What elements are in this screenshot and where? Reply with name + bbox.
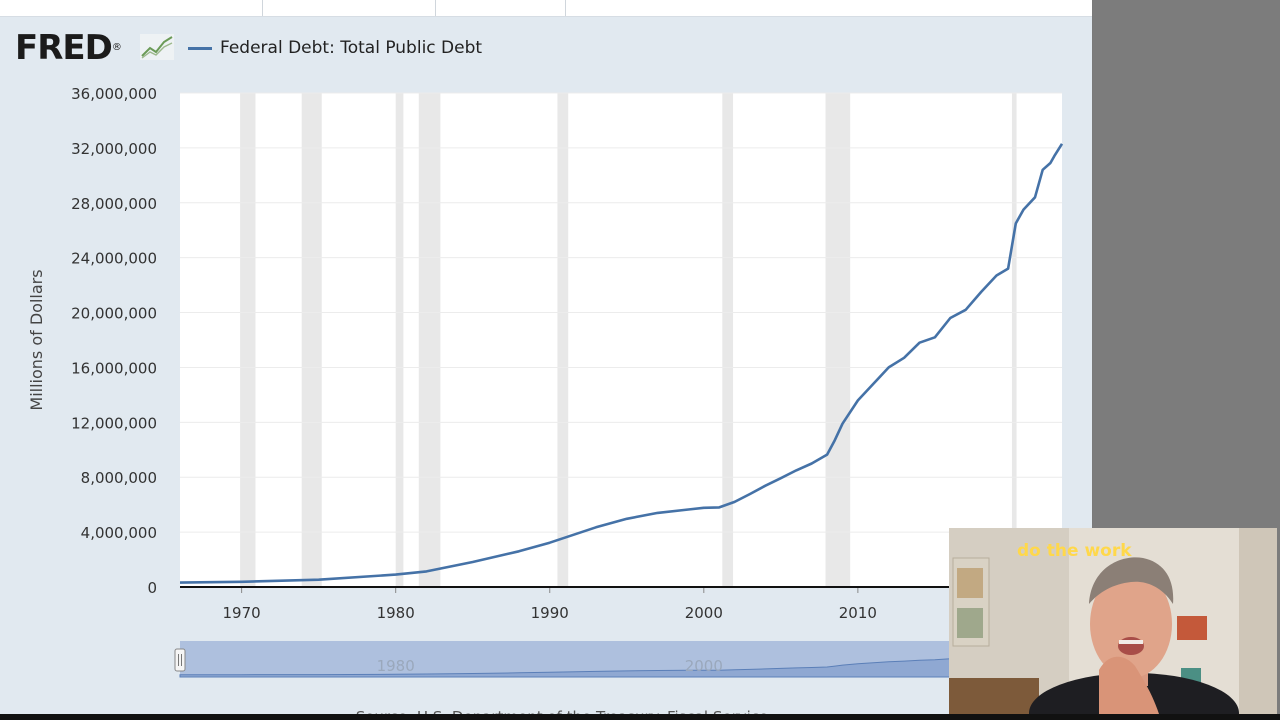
y-axis-title: Millions of Dollars — [27, 269, 46, 410]
y-tick-label: 0 — [147, 579, 157, 597]
series-line — [179, 143, 1064, 584]
recession-band — [557, 93, 569, 587]
x-tick-label: 1970 — [223, 604, 261, 622]
x-tick-label: 2000 — [685, 604, 723, 622]
y-tick-label: 4,000,000 — [81, 524, 157, 542]
y-tick-label: 28,000,000 — [71, 195, 157, 213]
recession-band — [240, 93, 256, 587]
toolbar-separator — [435, 0, 436, 16]
y-tick-label: 32,000,000 — [71, 140, 157, 158]
neon-sign-text: do the work — [1017, 541, 1132, 561]
x-tick-label: 1980 — [377, 604, 415, 622]
x-tick-label: 1990 — [531, 604, 569, 622]
y-tick-label: 20,000,000 — [71, 305, 157, 323]
y-tick-label: 12,000,000 — [71, 414, 157, 432]
chart-panel: FRED® Federal Debt: Total Public Debt 0 4… — [0, 0, 1092, 714]
recession-band — [395, 93, 404, 587]
recession-band — [418, 93, 441, 587]
recession-band — [301, 93, 322, 587]
legend-label: Federal Debt: Total Public Debt — [220, 38, 483, 58]
recession-band — [825, 93, 851, 587]
legend-swatch — [188, 46, 212, 50]
recession-band — [722, 93, 734, 587]
x-tick-label: 2010 — [839, 604, 877, 622]
toolbar-separator — [262, 0, 263, 16]
top-toolbar-strip — [0, 0, 1092, 17]
source-caption: Source: U.S. Department of the Treasury.… — [356, 708, 769, 714]
toolbar-separator — [565, 0, 566, 16]
y-tick-label: 36,000,000 — [71, 85, 157, 103]
webcam-video: do the work — [949, 528, 1277, 714]
y-tick-label: 16,000,000 — [71, 359, 157, 377]
plot-area — [180, 93, 1062, 587]
y-tick-label: 24,000,000 — [71, 250, 157, 268]
chart-svg: 0 4,000,000 8,000,000 12,000,000 16,000,000 2… — [27, 85, 1064, 714]
webcam-scene: do the work — [949, 528, 1277, 714]
chart-legend[interactable]: Federal Debt: Total Public Debt — [188, 36, 482, 60]
range-selector-left-handle[interactable] — [174, 648, 186, 672]
fred-logo[interactable]: FRED® — [15, 28, 122, 68]
bottom-black-bar — [0, 714, 1280, 720]
y-tick-label: 8,000,000 — [81, 469, 157, 487]
range-selector-label: 2000 — [685, 657, 723, 675]
fred-graph-icon — [140, 34, 174, 60]
range-selector-label: 1980 — [377, 657, 415, 675]
recession-band — [1011, 93, 1017, 587]
